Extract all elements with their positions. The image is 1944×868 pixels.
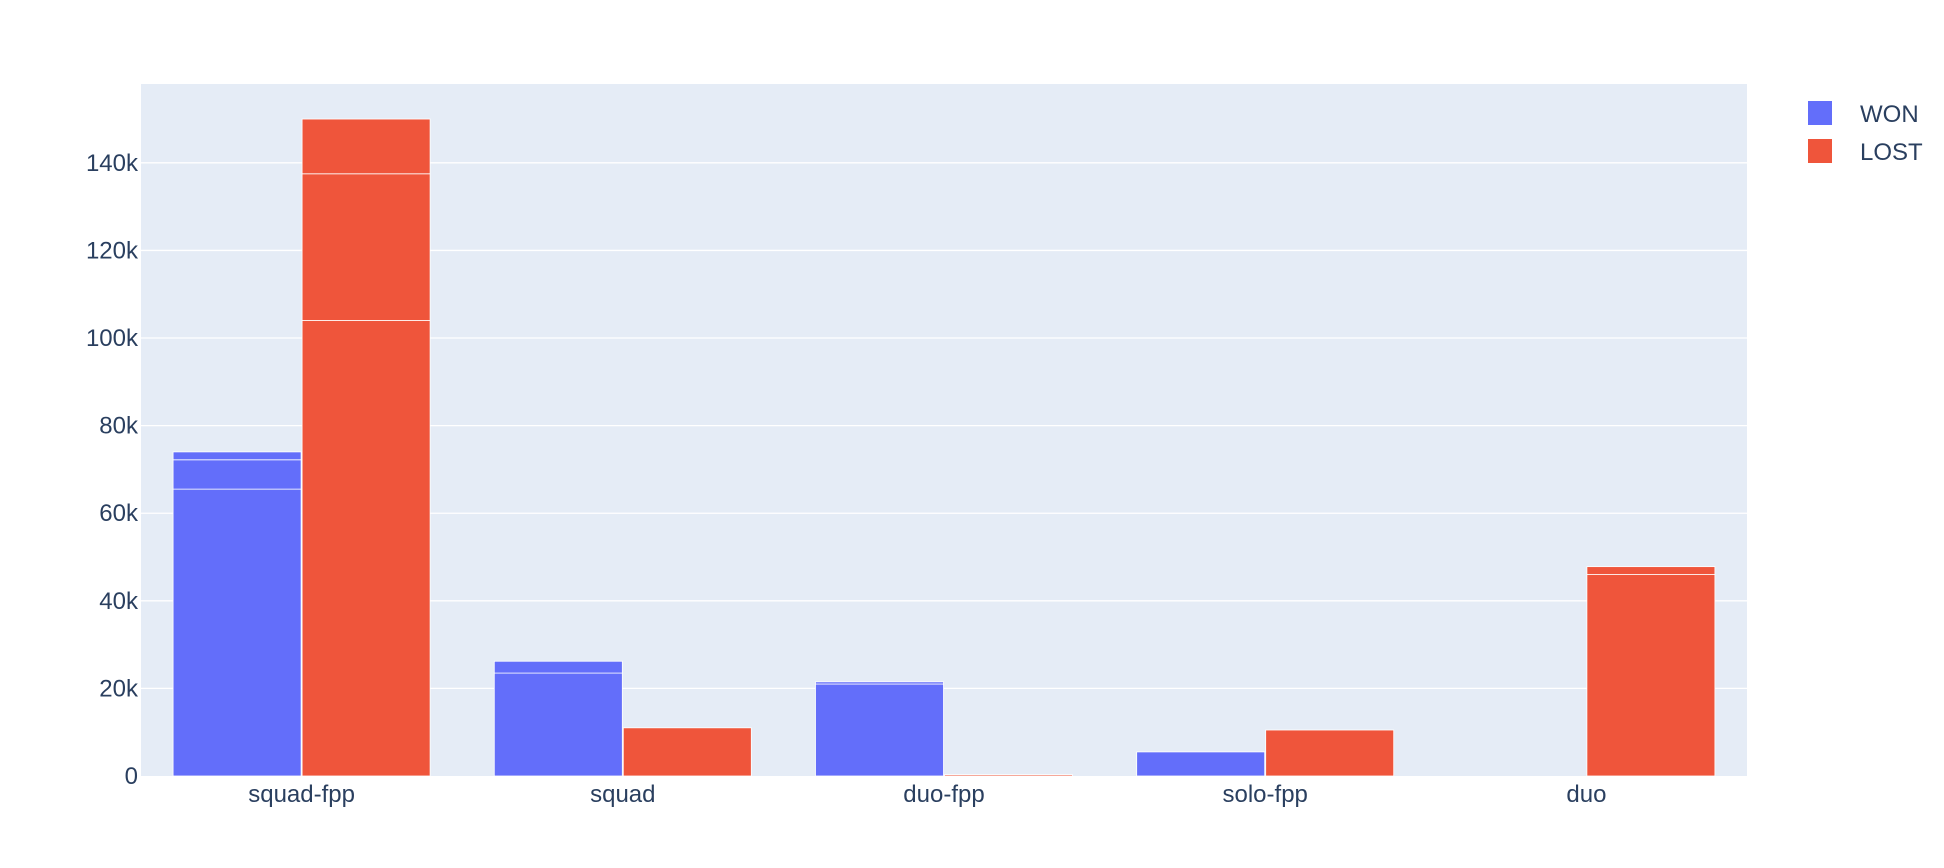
x-tick-label: squad-fpp — [248, 781, 355, 808]
bars[interactable] — [172, 118, 1716, 777]
bar-won-squad[interactable] — [493, 660, 623, 674]
y-tick-label: 20k — [99, 675, 139, 702]
x-tick-label: duo — [1566, 781, 1606, 808]
bar-lost-squad-fpp[interactable] — [301, 173, 431, 321]
bar-lost-squad-fpp[interactable] — [301, 118, 431, 175]
legend-label-won[interactable]: WON — [1860, 101, 1919, 128]
y-tick-label: 100k — [86, 325, 139, 352]
legend-swatch-won[interactable] — [1808, 101, 1832, 125]
bar-won-duo-fpp[interactable] — [815, 681, 944, 685]
y-tick-label: 80k — [99, 413, 139, 440]
bar-won-squad[interactable] — [493, 672, 623, 777]
legend-label-lost[interactable]: LOST — [1860, 139, 1923, 166]
bar-lost-duo[interactable] — [1586, 574, 1716, 777]
y-axis-ticks: 0 20k 40k 60k 80k 100k 120k 140k — [86, 150, 139, 790]
bar-lost-squad[interactable] — [622, 727, 752, 777]
bar-won-squad-fpp[interactable] — [172, 459, 302, 490]
legend[interactable]: WON LOST — [1808, 101, 1923, 166]
bar-lost-squad-fpp[interactable] — [301, 320, 431, 777]
bar-lost-duo[interactable] — [1586, 566, 1716, 575]
y-tick-label: 60k — [99, 500, 139, 527]
y-tick-label: 140k — [86, 150, 139, 177]
x-tick-label: solo-fpp — [1223, 781, 1308, 808]
y-tick-label: 40k — [99, 588, 139, 615]
x-tick-label: duo-fpp — [903, 781, 984, 808]
bar-lost-solo-fpp[interactable] — [1265, 729, 1395, 777]
bar-won-squad-fpp[interactable] — [172, 451, 302, 461]
legend-swatch-lost[interactable] — [1808, 139, 1832, 163]
bar-won-squad-fpp[interactable] — [172, 488, 302, 777]
bar-won-duo-fpp[interactable] — [815, 683, 944, 777]
x-tick-label: squad — [590, 781, 655, 808]
x-axis-ticks: squad-fpp squad duo-fpp solo-fpp duo — [248, 781, 1606, 808]
y-tick-label: 120k — [86, 237, 139, 264]
bar-lost-duo-fpp[interactable] — [944, 774, 1073, 777]
bar-won-solo-fpp[interactable] — [1136, 751, 1266, 777]
y-tick-label: 0 — [125, 763, 138, 790]
